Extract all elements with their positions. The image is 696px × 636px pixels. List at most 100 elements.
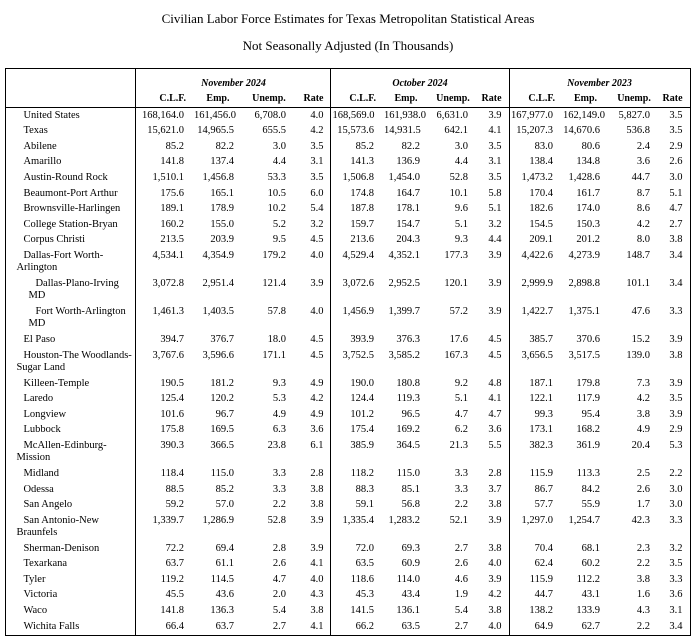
value-cell: 2.8 <box>488 467 502 479</box>
value-cell: 5.1 <box>454 393 468 405</box>
value-cell: 3.4 <box>669 277 683 289</box>
value-cell: 168.2 <box>576 424 601 436</box>
value-cell: 82.2 <box>401 140 420 152</box>
value-cell: 119.2 <box>135 572 193 588</box>
value-cell: 8.6 <box>636 203 651 215</box>
value-cell: 167,977.0 <box>508 107 563 124</box>
value-cell: 1,339.7 <box>135 513 193 542</box>
value-cell: 118.6 <box>330 572 383 588</box>
value-cell: 213.5 <box>135 232 193 249</box>
value-cell: 3.9 <box>488 305 502 317</box>
table-row: Midland 118.4 115.0 3.3 2.8 118.2 115.0 3.3 2.8 1… <box>6 466 690 482</box>
col-header-unemp: Unemp. <box>242 89 295 108</box>
value-cell: 204.3 <box>396 234 420 246</box>
value-cell: 141.3 <box>330 154 383 171</box>
value-cell: 114.5 <box>210 573 234 585</box>
value-cell: 4.1 <box>488 125 502 137</box>
value-cell: 190.5 <box>135 375 193 392</box>
value-cell: 3.2 <box>669 542 683 554</box>
table-row: Odessa 88.5 85.2 3.3 3.8 88.3 85.1 3.3 3.7 86.7 84… <box>6 481 690 498</box>
corner-cell <box>5 68 136 108</box>
value-cell: 96.7 <box>215 408 234 420</box>
value-cell: 3.5 <box>669 558 683 570</box>
table-row: College Station-Bryan 160.2 155.0 5.2 3.2 159… <box>6 217 690 233</box>
value-cell: 114.0 <box>396 573 420 585</box>
value-cell: 138.2 <box>508 603 563 620</box>
value-cell: 4.5 <box>310 333 324 345</box>
value-cell: 4.4 <box>454 156 468 168</box>
value-cell: 124.4 <box>330 391 383 408</box>
value-cell: 1,473.2 <box>508 170 563 186</box>
value-cell: 23.8 <box>267 439 286 451</box>
value-cell: 61.1 <box>215 558 234 570</box>
value-cell: 1.6 <box>636 589 651 601</box>
value-cell: 366.5 <box>210 439 234 451</box>
table-row: Longview 101.6 96.7 4.9 4.9 101.2 96.5 4.7 4.7 99… <box>6 407 690 423</box>
table-row: Brownsville-Harlingen 189.1 178.9 10.2 5.4 18… <box>6 201 690 218</box>
value-cell: 4.9 <box>636 424 651 436</box>
value-cell: 14,965.5 <box>197 125 234 137</box>
value-cell: 213.6 <box>330 232 383 249</box>
value-cell: 72.0 <box>330 541 383 557</box>
value-cell: 85.2 <box>135 139 193 155</box>
value-cell: 1,286.9 <box>202 514 234 526</box>
value-cell: 170.4 <box>508 185 563 202</box>
table-row: Dallas-Fort Worth-Arlington 4,534.1 4,354.… <box>6 248 690 277</box>
value-cell: 1,506.8 <box>330 170 383 186</box>
table-row: Abilene 85.2 82.2 3.0 3.5 85.2 82.2 3.0 3.5 83.0 8… <box>6 139 690 155</box>
value-cell: 1,461.3 <box>135 304 193 333</box>
value-cell: 122.1 <box>508 391 563 408</box>
value-cell: 3.6 <box>310 424 324 436</box>
table-body: United States 168,164.0 161,456.0 6,708.0 4.… <box>6 107 690 636</box>
value-cell: 15,621.0 <box>135 123 193 140</box>
value-cell: 45.5 <box>135 587 193 604</box>
value-cell: 150.3 <box>576 218 601 230</box>
value-cell: 1,510.1 <box>135 170 193 186</box>
document-subtitle: Not Seasonally Adjusted (In Thousands) <box>242 38 454 53</box>
value-cell: 113.3 <box>576 467 601 479</box>
value-cell: 4,422.6 <box>508 248 563 277</box>
value-cell: 4.3 <box>310 589 324 601</box>
value-cell: 133.9 <box>576 605 601 617</box>
value-cell: 4.0 <box>488 620 502 632</box>
value-cell: 85.2 <box>215 483 234 495</box>
period-header-november-2023: November 2023 <box>508 68 691 89</box>
value-cell: 187.1 <box>508 375 563 392</box>
value-cell: 3.8 <box>636 573 651 585</box>
value-cell: 1,297.0 <box>508 513 563 542</box>
value-cell: 15,207.3 <box>508 123 563 140</box>
table-row: Texas 15,621.0 14,965.5 655.5 4.2 15,573.6 14,… <box>6 123 690 140</box>
value-cell: 69.3 <box>401 542 420 554</box>
value-cell: 66.2 <box>330 619 383 636</box>
value-cell: 9.6 <box>454 203 468 215</box>
value-cell: 3.9 <box>488 277 502 289</box>
table-row: San Antonio-New Braunfels 1,339.7 1,286.9 5… <box>6 513 690 542</box>
area-label: Dallas-Fort Worth-Arlington <box>16 249 104 274</box>
value-cell: 64.9 <box>508 619 563 636</box>
value-cell: 3.8 <box>488 499 502 511</box>
value-cell: 2.7 <box>272 620 286 632</box>
value-cell: 101.1 <box>626 277 651 289</box>
value-cell: 57.0 <box>215 499 234 511</box>
value-cell: 4.9 <box>310 377 324 389</box>
value-cell: 165.1 <box>210 187 234 199</box>
value-cell: 154.5 <box>508 217 563 233</box>
value-cell: 69.4 <box>215 542 234 554</box>
value-cell: 1,403.5 <box>202 305 234 317</box>
value-cell: 139.0 <box>626 349 651 361</box>
area-label: McAllen-Edinburg-Mission <box>16 439 107 464</box>
value-cell: 190.0 <box>330 375 383 392</box>
document-page: Civilian Labor Force Estimates for Texas… <box>5 11 691 636</box>
table-row: El Paso 394.7 376.7 18.0 4.5 393.9 376.3 17.6 4.… <box>6 332 690 348</box>
value-cell: 3.9 <box>488 573 502 585</box>
table-row: Laredo 125.4 120.2 5.3 4.2 124.4 119.3 5.1 4.1 12… <box>6 391 690 408</box>
value-cell: 5.1 <box>488 203 502 215</box>
value-cell: 3.5 <box>310 140 324 152</box>
value-cell: 3.6 <box>669 589 683 601</box>
value-cell: 55.9 <box>581 499 601 511</box>
area-label: Amarillo <box>23 156 62 168</box>
value-cell: 3.8 <box>669 349 683 361</box>
value-cell: 4.0 <box>310 305 324 317</box>
col-header-clf: C.L.F. <box>330 89 383 108</box>
value-cell: 4.6 <box>454 573 468 585</box>
